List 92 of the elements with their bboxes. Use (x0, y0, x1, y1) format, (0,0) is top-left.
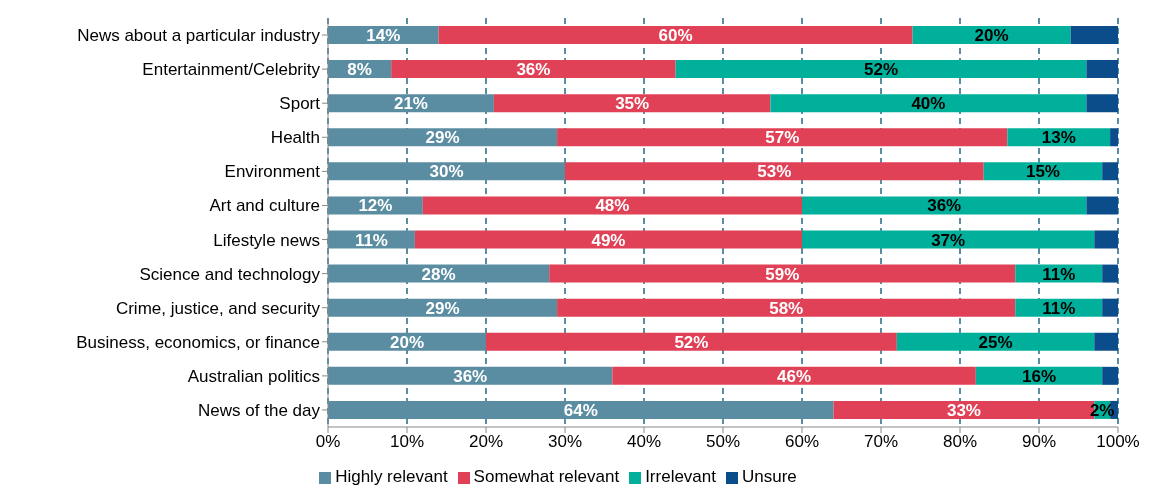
bar (493, 94, 771, 113)
x-tick-label: 90% (1021, 432, 1057, 452)
bar (1102, 298, 1118, 317)
x-tick-label: 40% (626, 432, 662, 452)
data-label: 46% (777, 366, 812, 386)
x-tick-label: 20% (468, 432, 504, 452)
data-label: 20% (389, 332, 425, 352)
y-tick-label: Health (270, 128, 320, 148)
data-label: 36% (516, 60, 551, 80)
x-tick-label: 30% (547, 432, 583, 452)
data-label: 15% (1025, 162, 1060, 182)
y-tick-label: Crime, justice, and security (115, 298, 321, 318)
bar (1102, 366, 1118, 385)
bar (1086, 94, 1118, 113)
bar (1102, 162, 1118, 181)
bar (328, 128, 558, 147)
data-label: 29% (425, 128, 460, 148)
data-label: 33% (946, 400, 981, 420)
y-tick-label: Environment (224, 162, 321, 182)
data-label: 57% (765, 128, 800, 148)
data-label: 21% (393, 94, 428, 114)
data-label: 16% (1021, 366, 1057, 386)
data-label: 53% (757, 162, 792, 182)
y-tick-label: News about a particular industry (77, 26, 321, 46)
bar (391, 60, 676, 79)
bar (802, 230, 1095, 249)
bar (549, 264, 1016, 283)
data-label: 37% (931, 230, 966, 250)
y-tick-label: Sport (279, 94, 321, 114)
legend-label: Unsure (742, 467, 797, 486)
bar (1094, 230, 1118, 249)
bar (1086, 60, 1118, 79)
bar (1070, 26, 1118, 44)
bar (486, 332, 897, 351)
data-label: 58% (769, 298, 804, 318)
y-tick-label: Business, economics, or finance (76, 332, 320, 352)
x-tick-label: 0% (315, 432, 341, 452)
data-label: 52% (863, 60, 899, 80)
bar (912, 26, 1071, 44)
bar (565, 162, 984, 181)
y-tick-label: News of the day (198, 400, 321, 420)
bar (1086, 196, 1118, 215)
data-label: 25% (978, 332, 1013, 352)
x-tick-label: 100% (1096, 432, 1140, 452)
data-label: 20% (974, 26, 1009, 46)
x-tick-label: 60% (784, 432, 820, 452)
y-tick-label: Art and culture (209, 196, 320, 216)
data-label: 60% (658, 26, 693, 46)
x-tick-label: 70% (863, 432, 899, 452)
data-label: 36% (927, 196, 962, 216)
data-label: 11% (1042, 298, 1076, 318)
data-label: 12% (358, 196, 393, 216)
bar (328, 366, 613, 385)
bar (1110, 128, 1118, 147)
x-tick-label: 10% (389, 432, 425, 452)
bar (896, 332, 1095, 351)
data-label: 14% (366, 26, 401, 46)
data-label: 11% (1042, 264, 1076, 284)
data-label: 49% (591, 230, 626, 250)
data-label: 59% (765, 264, 800, 284)
data-label: 11% (354, 230, 388, 250)
bar (557, 298, 1016, 317)
data-label: 29% (425, 298, 460, 318)
x-tick-label: 80% (942, 432, 978, 452)
y-tick-label: Lifestyle news (213, 230, 320, 250)
legend-label: Irrelevant (645, 467, 717, 486)
bar (1102, 264, 1118, 283)
bar (438, 26, 913, 44)
y-tick-label: Science and technology (139, 264, 321, 284)
data-label: 35% (615, 94, 650, 114)
data-label: 13% (1041, 128, 1076, 148)
data-label: 52% (674, 332, 709, 352)
legend-label: Somewhat relevant (473, 467, 620, 486)
bar (612, 366, 976, 385)
data-label: 36% (453, 366, 488, 386)
data-label: 48% (595, 196, 630, 216)
data-label: 30% (429, 162, 464, 182)
legend-label: Highly relevant (335, 467, 448, 486)
bar (1094, 332, 1118, 351)
y-tick-label: Entertainment/Celebrity (142, 60, 321, 80)
data-label: 28% (421, 264, 456, 284)
bar (557, 128, 1008, 147)
bar (675, 60, 1087, 79)
bar (770, 94, 1087, 113)
y-tick-label: Australian politics (187, 366, 320, 386)
bar (414, 230, 802, 249)
data-label: 8% (347, 60, 372, 80)
data-label: 40% (911, 94, 946, 114)
x-tick-label: 50% (705, 432, 741, 452)
data-label: 64% (563, 400, 598, 420)
bar (802, 196, 1087, 215)
bar (422, 196, 802, 215)
